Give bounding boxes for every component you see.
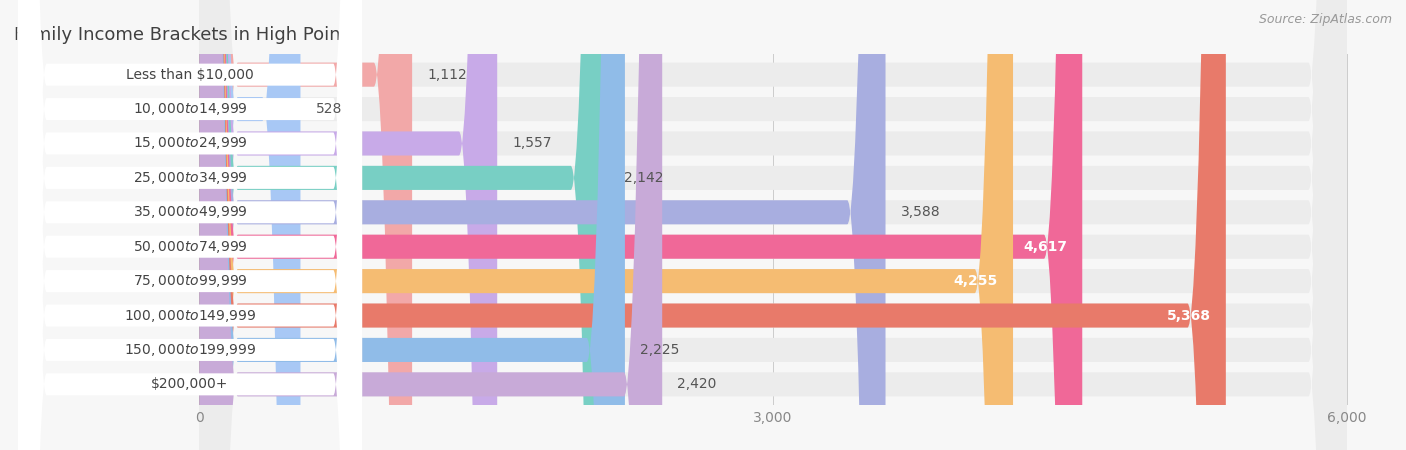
FancyBboxPatch shape [200, 0, 1347, 450]
FancyBboxPatch shape [200, 0, 412, 450]
FancyBboxPatch shape [200, 0, 1347, 450]
FancyBboxPatch shape [200, 0, 624, 450]
Text: $10,000 to $14,999: $10,000 to $14,999 [132, 101, 247, 117]
FancyBboxPatch shape [200, 0, 1014, 450]
Text: 4,617: 4,617 [1024, 240, 1067, 254]
Text: 4,255: 4,255 [953, 274, 998, 288]
Text: 5,368: 5,368 [1167, 309, 1211, 323]
FancyBboxPatch shape [200, 0, 1347, 450]
FancyBboxPatch shape [18, 0, 361, 450]
FancyBboxPatch shape [200, 0, 1083, 450]
Text: Family Income Brackets in High Point: Family Income Brackets in High Point [14, 26, 347, 44]
FancyBboxPatch shape [18, 0, 361, 450]
FancyBboxPatch shape [18, 0, 361, 450]
FancyBboxPatch shape [200, 0, 1347, 450]
Text: $50,000 to $74,999: $50,000 to $74,999 [132, 238, 247, 255]
FancyBboxPatch shape [18, 0, 361, 450]
FancyBboxPatch shape [200, 0, 1226, 450]
FancyBboxPatch shape [200, 0, 662, 450]
FancyBboxPatch shape [200, 0, 1347, 450]
Text: 1,557: 1,557 [513, 136, 553, 150]
Text: 528: 528 [316, 102, 342, 116]
Text: $35,000 to $49,999: $35,000 to $49,999 [132, 204, 247, 220]
Text: $25,000 to $34,999: $25,000 to $34,999 [132, 170, 247, 186]
Text: $200,000+: $200,000+ [152, 378, 229, 392]
Text: 1,112: 1,112 [427, 68, 467, 81]
Text: 2,420: 2,420 [678, 378, 717, 392]
FancyBboxPatch shape [200, 0, 609, 450]
FancyBboxPatch shape [200, 0, 1347, 450]
FancyBboxPatch shape [200, 0, 1347, 450]
FancyBboxPatch shape [200, 0, 1347, 450]
FancyBboxPatch shape [18, 0, 361, 450]
Text: $150,000 to $199,999: $150,000 to $199,999 [124, 342, 256, 358]
FancyBboxPatch shape [200, 0, 301, 450]
FancyBboxPatch shape [200, 0, 498, 450]
Text: $15,000 to $24,999: $15,000 to $24,999 [132, 135, 247, 152]
FancyBboxPatch shape [18, 0, 361, 450]
Text: Less than $10,000: Less than $10,000 [127, 68, 254, 81]
Text: 3,588: 3,588 [901, 205, 941, 219]
Text: 2,142: 2,142 [624, 171, 664, 185]
FancyBboxPatch shape [200, 0, 1347, 450]
Text: $75,000 to $99,999: $75,000 to $99,999 [132, 273, 247, 289]
FancyBboxPatch shape [18, 0, 361, 450]
Text: 2,225: 2,225 [640, 343, 679, 357]
FancyBboxPatch shape [18, 0, 361, 450]
FancyBboxPatch shape [18, 0, 361, 450]
Text: Source: ZipAtlas.com: Source: ZipAtlas.com [1258, 14, 1392, 27]
FancyBboxPatch shape [200, 0, 886, 450]
Text: $100,000 to $149,999: $100,000 to $149,999 [124, 307, 256, 324]
FancyBboxPatch shape [200, 0, 1347, 450]
FancyBboxPatch shape [18, 0, 361, 450]
